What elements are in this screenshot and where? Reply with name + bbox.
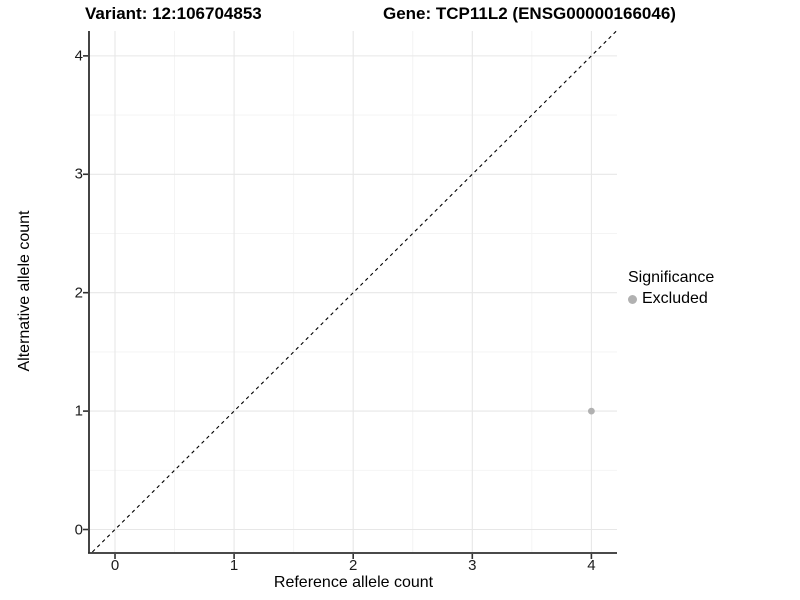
- axis-lines: [88, 31, 617, 554]
- plot-title-gene: Gene: TCP11L2 (ENSG00000166046): [383, 4, 676, 23]
- legend-item-excluded: Excluded: [628, 290, 714, 308]
- identity-reference-line: [91, 30, 617, 553]
- y-tick-label-3: 3: [74, 165, 83, 183]
- y-tick-label-4: 4: [74, 47, 83, 65]
- excluded-point-swatch: [628, 294, 637, 304]
- legend: Significance Excluded: [628, 269, 714, 308]
- x-tick-label-0: 0: [110, 557, 120, 574]
- data-point-excluded: [587, 407, 595, 415]
- y-axis-title: Alternative allele count: [16, 210, 33, 372]
- x-tick-label-3: 3: [468, 557, 477, 574]
- x-tick-label-2: 2: [349, 557, 358, 574]
- y-tick-label-1: 1: [74, 402, 83, 420]
- y-tick-label-0: 0: [74, 521, 83, 538]
- axis-tick-marks: [83, 55, 593, 559]
- legend-item-label: Excluded: [642, 290, 708, 307]
- y-tick-label-2: 2: [74, 284, 83, 302]
- data-points: [587, 407, 595, 415]
- x-tick-label-1: 1: [229, 557, 239, 574]
- identity-line: [91, 30, 617, 553]
- x-tick-label-4: 4: [587, 557, 596, 574]
- major-gridlines: [90, 31, 617, 552]
- plot-title-variant: Variant: 12:106704853: [85, 4, 262, 23]
- legend-title: Significance: [628, 269, 715, 286]
- x-axis-title: Reference allele count: [273, 574, 434, 591]
